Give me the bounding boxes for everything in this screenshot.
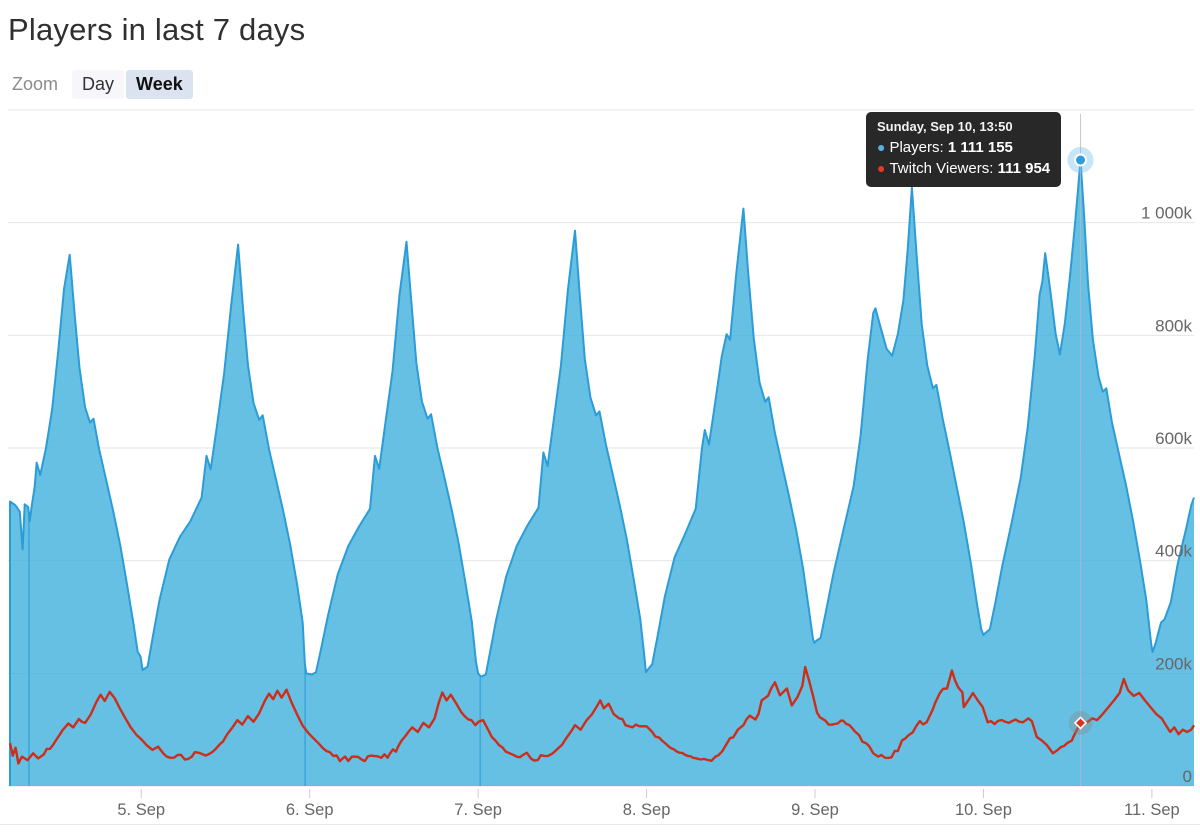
player-marker (1074, 153, 1088, 167)
tooltip-row: ● Players: 1 111 155 (877, 137, 1050, 158)
y-axis-label: 600k (1155, 429, 1192, 448)
tooltip-series-value: 111 954 (997, 160, 1051, 177)
zoom-label: Zoom (12, 73, 59, 94)
x-axis-label: 9. Sep (791, 801, 839, 819)
y-axis-label: 200k (1155, 654, 1192, 673)
x-axis-label: 8. Sep (623, 801, 671, 819)
bottom-divider (0, 824, 1200, 825)
twitch-line (8, 665, 1196, 765)
players-area-stroke (9, 159, 1195, 786)
twitch-marker (1073, 716, 1088, 730)
tooltip-date: Sunday, Sep 10, 13:50 (877, 119, 1013, 134)
tooltip-series-label: Twitch Viewers: (889, 160, 998, 177)
tooltip-row: ● Twitch Viewers: 111 954 (877, 158, 1050, 179)
page-title: Players in last 7 days (8, 12, 306, 47)
y-axis-label: 1 000k (1141, 204, 1193, 223)
y-axis-label: 0 (1183, 767, 1192, 786)
zoom-week-button[interactable]: Week (126, 69, 193, 99)
series-bullet-icon: ● (877, 160, 886, 176)
tooltip-rows: ● Players: 1 111 155 ● Twitch Viewers: 111 … (877, 137, 1050, 179)
x-axis-label: 11. Sep (1124, 801, 1180, 819)
y-axis-label: 800k (1155, 316, 1192, 335)
zoom-day-button[interactable]: Day (72, 69, 125, 99)
x-axis-label: 6. Sep (286, 801, 334, 819)
plot-area[interactable] (10, 110, 1194, 786)
y-axis-label: 400k (1155, 542, 1192, 561)
tooltip-series-label: Players: (889, 139, 948, 156)
zoom-toolbar: Zoom Day Week (12, 68, 195, 100)
x-axis-label: 10. Sep (955, 801, 1012, 819)
chart-tooltip: Sunday, Sep 10, 13:50 ● Players: 1 111 15… (866, 112, 1062, 187)
x-axis-label: 5. Sep (117, 801, 165, 819)
players-area (10, 160, 1194, 786)
x-axis-label: 7. Sep (454, 801, 502, 819)
series-bullet-icon: ● (877, 139, 886, 155)
tooltip-series-value: 1 111 155 (947, 139, 1013, 156)
